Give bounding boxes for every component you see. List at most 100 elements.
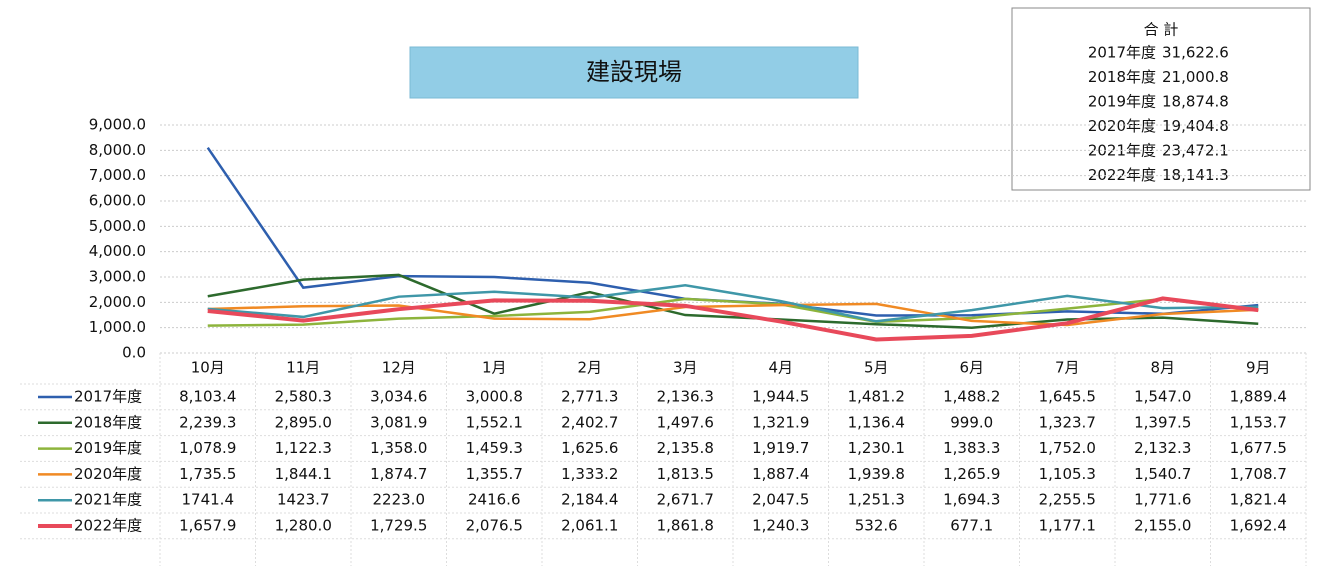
legend-label: 2021年度 (74, 491, 142, 509)
totals-title: 合 計 (1144, 21, 1179, 39)
totals-value: 31,622.6 (1162, 44, 1229, 62)
value-label: 2,135.8 (657, 439, 714, 457)
legend-label: 2020年度 (74, 465, 142, 483)
totals-value: 18,141.3 (1162, 166, 1229, 184)
value-label: 1,459.3 (466, 439, 523, 457)
value-label: 1,874.7 (370, 465, 427, 483)
value-label: 2223.0 (373, 491, 426, 509)
value-label: 1,177.1 (1039, 517, 1096, 535)
legend-label: 2017年度 (74, 388, 142, 406)
totals-label: 2019年度 (1088, 93, 1156, 111)
value-label: 2,136.3 (657, 388, 714, 406)
value-label: 1,944.5 (752, 388, 809, 406)
value-label: 8,103.4 (179, 388, 236, 406)
value-label: 1,136.4 (848, 413, 905, 431)
value-label: 1,358.0 (370, 439, 427, 457)
value-label: 1,333.2 (561, 465, 618, 483)
title-box (409, 46, 859, 99)
y-tick-label: 0.0 (122, 344, 146, 362)
value-label: 2,076.5 (466, 517, 523, 535)
series-line (207, 297, 1259, 327)
value-label: 2,255.5 (1039, 491, 1096, 509)
x-tick-label: 10月 (191, 359, 225, 377)
value-label: 1,540.7 (1134, 465, 1191, 483)
value-label: 1,861.8 (657, 517, 714, 535)
value-label: 1,645.5 (1039, 388, 1096, 406)
value-label: 1,821.4 (1230, 491, 1287, 509)
x-tick-label: 3月 (673, 359, 698, 377)
value-label: 1741.4 (182, 491, 235, 509)
value-label: 1,625.6 (561, 439, 618, 457)
value-label: 1,078.9 (179, 439, 236, 457)
value-label: 2,061.1 (561, 517, 618, 535)
value-label: 1,708.7 (1230, 465, 1287, 483)
value-label: 1,105.3 (1039, 465, 1096, 483)
totals-value: 23,472.1 (1162, 142, 1229, 160)
value-label: 1,481.2 (848, 388, 905, 406)
value-label: 2,155.0 (1134, 517, 1191, 535)
value-label: 2,239.3 (179, 413, 236, 431)
value-label: 1,919.7 (752, 439, 809, 457)
x-tick-label: 2月 (577, 359, 602, 377)
totals-label: 2020年度 (1088, 117, 1156, 135)
value-label: 1,692.4 (1230, 517, 1287, 535)
value-label: 2,580.3 (275, 388, 332, 406)
totals-label: 2017年度 (1088, 44, 1156, 62)
totals-box (1011, 7, 1311, 191)
value-label: 1423.7 (277, 491, 330, 509)
legend-label: 2018年度 (74, 413, 142, 431)
value-label: 2,047.5 (752, 491, 809, 509)
x-tick-label: 6月 (959, 359, 984, 377)
y-tick-label: 2,000.0 (89, 293, 146, 311)
value-label: 532.6 (855, 517, 898, 535)
value-label: 677.1 (950, 517, 993, 535)
value-label: 1,887.4 (752, 465, 809, 483)
y-tick-label: 8,000.0 (89, 141, 146, 159)
y-tick-label: 4,000.0 (89, 242, 146, 260)
y-tick-label: 6,000.0 (89, 192, 146, 210)
y-tick-label: 9,000.0 (89, 116, 146, 134)
value-label: 1,488.2 (943, 388, 1000, 406)
value-label: 1,323.7 (1039, 413, 1096, 431)
y-tick-label: 3,000.0 (89, 268, 146, 286)
value-label: 1,153.7 (1230, 413, 1287, 431)
value-label: 3,034.6 (370, 388, 427, 406)
value-label: 1,813.5 (657, 465, 714, 483)
value-label: 1,547.0 (1134, 388, 1191, 406)
value-label: 3,081.9 (370, 413, 427, 431)
value-label: 2,671.7 (657, 491, 714, 509)
value-label: 2,402.7 (561, 413, 618, 431)
value-label: 1,735.5 (179, 465, 236, 483)
value-label: 1,939.8 (848, 465, 905, 483)
totals-label: 2022年度 (1088, 166, 1156, 184)
value-label: 2,771.3 (561, 388, 618, 406)
x-tick-label: 9月 (1246, 359, 1271, 377)
value-label: 1,265.9 (943, 465, 1000, 483)
series-line (207, 302, 1259, 327)
value-label: 2,184.4 (561, 491, 618, 509)
value-label: 1,230.1 (848, 439, 905, 457)
totals-value: 19,404.8 (1162, 117, 1229, 135)
x-tick-label: 7月 (1055, 359, 1080, 377)
value-label: 2416.6 (468, 491, 521, 509)
value-label: 2,895.0 (275, 413, 332, 431)
x-tick-label: 5月 (864, 359, 889, 377)
legend-label: 2022年度 (74, 517, 142, 535)
legend-label: 2019年度 (74, 439, 142, 457)
value-label: 1,321.9 (752, 413, 809, 431)
series-line (207, 296, 1259, 342)
value-label: 1,122.3 (275, 439, 332, 457)
x-tick-label: 4月 (768, 359, 793, 377)
value-label: 1,844.1 (275, 465, 332, 483)
totals-value: 21,000.8 (1162, 68, 1229, 86)
totals-label: 2018年度 (1088, 68, 1156, 86)
value-label: 1,397.5 (1134, 413, 1191, 431)
value-label: 1,677.5 (1230, 439, 1287, 457)
series-line (207, 284, 1259, 323)
value-label: 1,657.9 (179, 517, 236, 535)
value-label: 1,355.7 (466, 465, 523, 483)
totals-value: 18,874.8 (1162, 93, 1229, 111)
value-label: 1,694.3 (943, 491, 1000, 509)
value-label: 1,729.5 (370, 517, 427, 535)
